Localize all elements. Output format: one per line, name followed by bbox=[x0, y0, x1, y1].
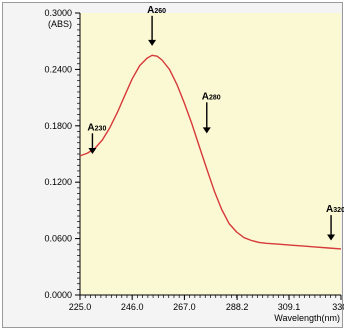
arrow-down-icon bbox=[148, 39, 157, 46]
annotation-a230: A230 bbox=[87, 122, 106, 154]
y-tick-label: 0.1800 bbox=[44, 121, 72, 131]
arrow-down-icon bbox=[88, 148, 97, 154]
plot-area bbox=[80, 13, 341, 295]
annotation-a320: A320 bbox=[326, 204, 344, 241]
arrow-down-icon bbox=[202, 127, 211, 134]
x-tick-label: 330. bbox=[332, 302, 344, 312]
uv-spectrum-chart: 0.0000 0.0600 0.1200 0.1800 0.2400 0.3000 225.… bbox=[44, 5, 344, 323]
annotation-a260: A260 bbox=[147, 5, 166, 46]
x-tick-label: 246.0 bbox=[121, 302, 144, 312]
series-layer bbox=[79, 54, 342, 250]
annotation-label: A260 bbox=[147, 5, 166, 16]
y-tick-label: 0.0000 bbox=[44, 290, 72, 300]
y-tick-label: 0.1200 bbox=[44, 177, 72, 187]
annotation-label: A230 bbox=[87, 122, 106, 133]
y-tick-label: 0.0600 bbox=[44, 234, 72, 244]
absorbance-series-line bbox=[79, 54, 342, 250]
y-axis-label: (ABS) bbox=[48, 19, 72, 29]
x-axis-label: Wavelength(nm) bbox=[274, 313, 340, 323]
x-tick-label: 267.0 bbox=[173, 302, 196, 312]
y-tick-label: 0.2400 bbox=[44, 64, 72, 74]
annotation-label: A280 bbox=[202, 91, 221, 102]
x-tick-label: 225.0 bbox=[69, 302, 92, 312]
y-tick-label: 0.3000 bbox=[44, 8, 72, 18]
annotation-a280: A280 bbox=[202, 91, 221, 134]
chart-frame: 0.0000 0.0600 0.1200 0.1800 0.2400 0.3000 225.… bbox=[2, 2, 344, 328]
axis-ticks: 0.0000 0.0600 0.1200 0.1800 0.2400 0.3000 225.… bbox=[44, 8, 344, 312]
x-tick-label: 288.2 bbox=[226, 302, 249, 312]
annotation-label: A320 bbox=[326, 204, 344, 215]
arrow-down-icon bbox=[327, 234, 336, 241]
annotation-layer: A230 A260 A280 A320 bbox=[87, 5, 344, 241]
x-tick-label: 309.1 bbox=[278, 302, 301, 312]
